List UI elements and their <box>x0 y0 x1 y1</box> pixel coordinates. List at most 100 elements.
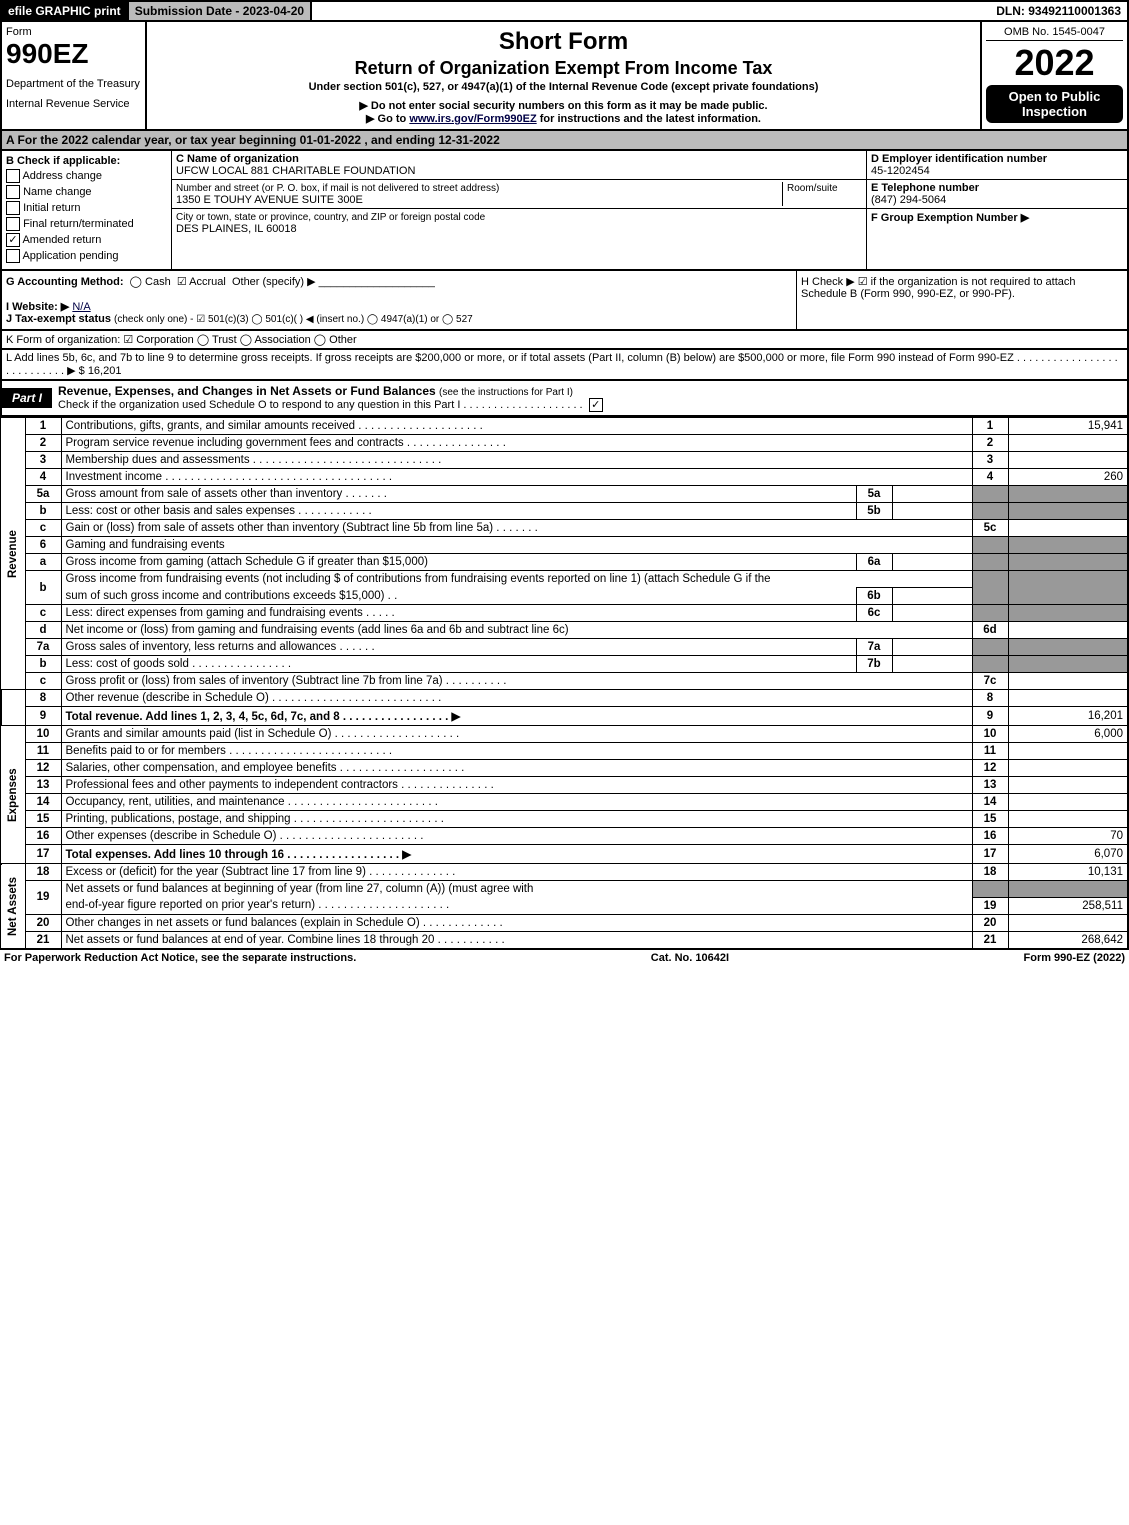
line-9-amt: 16,201 <box>1008 707 1128 726</box>
row-g-h: G Accounting Method: ◯ Cash ☑ Accrual Ot… <box>0 271 1129 331</box>
line-12-text: Salaries, other compensation, and employ… <box>61 760 972 777</box>
line-6c-shade <box>972 605 1008 622</box>
line-18-no: 18 <box>25 864 61 881</box>
line-20-no: 20 <box>25 914 61 931</box>
line-15-amt <box>1008 811 1128 828</box>
line-6d-amt <box>1008 622 1128 639</box>
line-6c-no: c <box>25 605 61 622</box>
line-7a-shade2 <box>1008 639 1128 656</box>
line-10-amt: 6,000 <box>1008 726 1128 743</box>
line-11-text: Benefits paid to or for members . . . . … <box>61 743 972 760</box>
g-other[interactable]: Other (specify) ▶ <box>232 276 316 288</box>
chk-amended-return[interactable]: ✓ Amended return <box>6 233 167 247</box>
chk-initial-return[interactable]: Initial return <box>6 201 167 215</box>
k-row[interactable]: K Form of organization: ☑ Corporation ◯ … <box>0 331 1129 350</box>
line-5a-text: Gross amount from sale of assets other t… <box>61 486 856 503</box>
line-6c-text: Less: direct expenses from gaming and fu… <box>61 605 856 622</box>
line-10-text: Grants and similar amounts paid (list in… <box>61 726 972 743</box>
efile-print-label[interactable]: efile GRAPHIC print <box>2 2 129 20</box>
website-value[interactable]: N/A <box>72 301 90 313</box>
j-label: J Tax-exempt status <box>6 313 111 325</box>
line-8-amt <box>1008 690 1128 707</box>
section-b-checkboxes: B Check if applicable: Address change Na… <box>2 151 172 269</box>
line-7b-shade <box>972 656 1008 673</box>
line-21-num: 21 <box>972 931 1008 949</box>
header-line1: Under section 501(c), 527, or 4947(a)(1)… <box>151 81 976 93</box>
line-2-text: Program service revenue including govern… <box>61 435 972 452</box>
form-number: 990EZ <box>6 38 141 70</box>
h-block[interactable]: H Check ▶ ☑ if the organization is not r… <box>797 271 1127 329</box>
chk-final-return[interactable]: Final return/terminated <box>6 217 167 231</box>
line-5a-subamt <box>892 486 972 503</box>
line-11-num: 11 <box>972 743 1008 760</box>
line-6c-subno: 6c <box>856 605 892 622</box>
line-20-amt <box>1008 914 1128 931</box>
part-i-label: Part I <box>2 388 52 408</box>
g-cash[interactable]: Cash <box>145 276 171 288</box>
line-19-text1: Net assets or fund balances at beginning… <box>61 881 972 898</box>
form-subtitle: Return of Organization Exempt From Incom… <box>151 58 976 79</box>
form-title: Short Form <box>151 28 976 56</box>
line-1-num: 1 <box>972 418 1008 435</box>
line-19-shade <box>972 881 1008 898</box>
line-7c-no: c <box>25 673 61 690</box>
schedule-o-checkbox[interactable]: ✓ <box>589 398 603 412</box>
line-19-no: 19 <box>25 881 61 915</box>
section-a-period: A For the 2022 calendar year, or tax yea… <box>0 131 1129 151</box>
line-2-amt <box>1008 435 1128 452</box>
line-3-amt <box>1008 452 1128 469</box>
dept-treasury: Department of the Treasury <box>6 78 141 90</box>
line-6d-text: Net income or (loss) from gaming and fun… <box>61 622 972 639</box>
j-options[interactable]: (check only one) - ☑ 501(c)(3) ◯ 501(c)(… <box>114 314 473 325</box>
line-10-num: 10 <box>972 726 1008 743</box>
chk-name-change[interactable]: Name change <box>6 185 167 199</box>
line-6a-text: Gross income from gaming (attach Schedul… <box>61 554 856 571</box>
line-19-amt: 258,511 <box>1008 897 1128 914</box>
org-city: DES PLAINES, IL 60018 <box>176 223 297 235</box>
b-title: B Check if applicable: <box>6 155 120 167</box>
line-3-text: Membership dues and assessments . . . . … <box>61 452 972 469</box>
line-5a-subno: 5a <box>856 486 892 503</box>
line-5b-shade2 <box>1008 503 1128 520</box>
org-name: UFCW LOCAL 881 CHARITABLE FOUNDATION <box>176 165 415 177</box>
public-inspection-badge: Open to Public Inspection <box>986 85 1123 123</box>
section-c-org: C Name of organization UFCW LOCAL 881 CH… <box>172 151 867 269</box>
footer-left: For Paperwork Reduction Act Notice, see … <box>4 952 356 964</box>
line-6d-num: 6d <box>972 622 1008 639</box>
form-label: Form <box>6 26 141 38</box>
form-instructions-link[interactable]: www.irs.gov/Form990EZ <box>409 113 536 125</box>
i-label: I Website: ▶ <box>6 301 69 313</box>
netassets-vlabel: Net Assets <box>1 864 25 949</box>
top-bar: efile GRAPHIC print Submission Date - 20… <box>0 0 1129 22</box>
line-2-no: 2 <box>25 435 61 452</box>
line-6a-shade2 <box>1008 554 1128 571</box>
line-5c-no: c <box>25 520 61 537</box>
line-14-num: 14 <box>972 794 1008 811</box>
line-9-no: 9 <box>25 707 61 726</box>
section-def: D Employer identification number 45-1202… <box>867 151 1127 269</box>
line-5b-text: Less: cost or other basis and sales expe… <box>61 503 856 520</box>
line-7a-subamt <box>892 639 972 656</box>
header-right-block: OMB No. 1545-0047 2022 Open to Public In… <box>982 22 1127 129</box>
line-4-amt: 260 <box>1008 469 1128 486</box>
line-1-amt: 15,941 <box>1008 418 1128 435</box>
line-10-no: 10 <box>25 726 61 743</box>
line-9-text: Total revenue. Add lines 1, 2, 3, 4, 5c,… <box>66 711 461 723</box>
line-13-amt <box>1008 777 1128 794</box>
line-5b-subno: 5b <box>856 503 892 520</box>
part-i-header: Part I Revenue, Expenses, and Changes in… <box>0 381 1129 417</box>
chk-address-change[interactable]: Address change <box>6 169 167 183</box>
line-7a-text: Gross sales of inventory, less returns a… <box>61 639 856 656</box>
chk-application-pending[interactable]: Application pending <box>6 249 167 263</box>
line-6b-text2: sum of such gross income and contributio… <box>61 588 856 605</box>
line-19-text2: end-of-year figure reported on prior yea… <box>61 897 972 914</box>
line-12-no: 12 <box>25 760 61 777</box>
line-7a-shade <box>972 639 1008 656</box>
line-7a-subno: 7a <box>856 639 892 656</box>
line-7c-amt <box>1008 673 1128 690</box>
line-4-no: 4 <box>25 469 61 486</box>
room-label: Room/suite <box>787 183 838 194</box>
g-accrual[interactable]: Accrual <box>189 276 226 288</box>
expenses-vlabel: Expenses <box>1 726 25 864</box>
entity-block: B Check if applicable: Address change Na… <box>0 151 1129 271</box>
